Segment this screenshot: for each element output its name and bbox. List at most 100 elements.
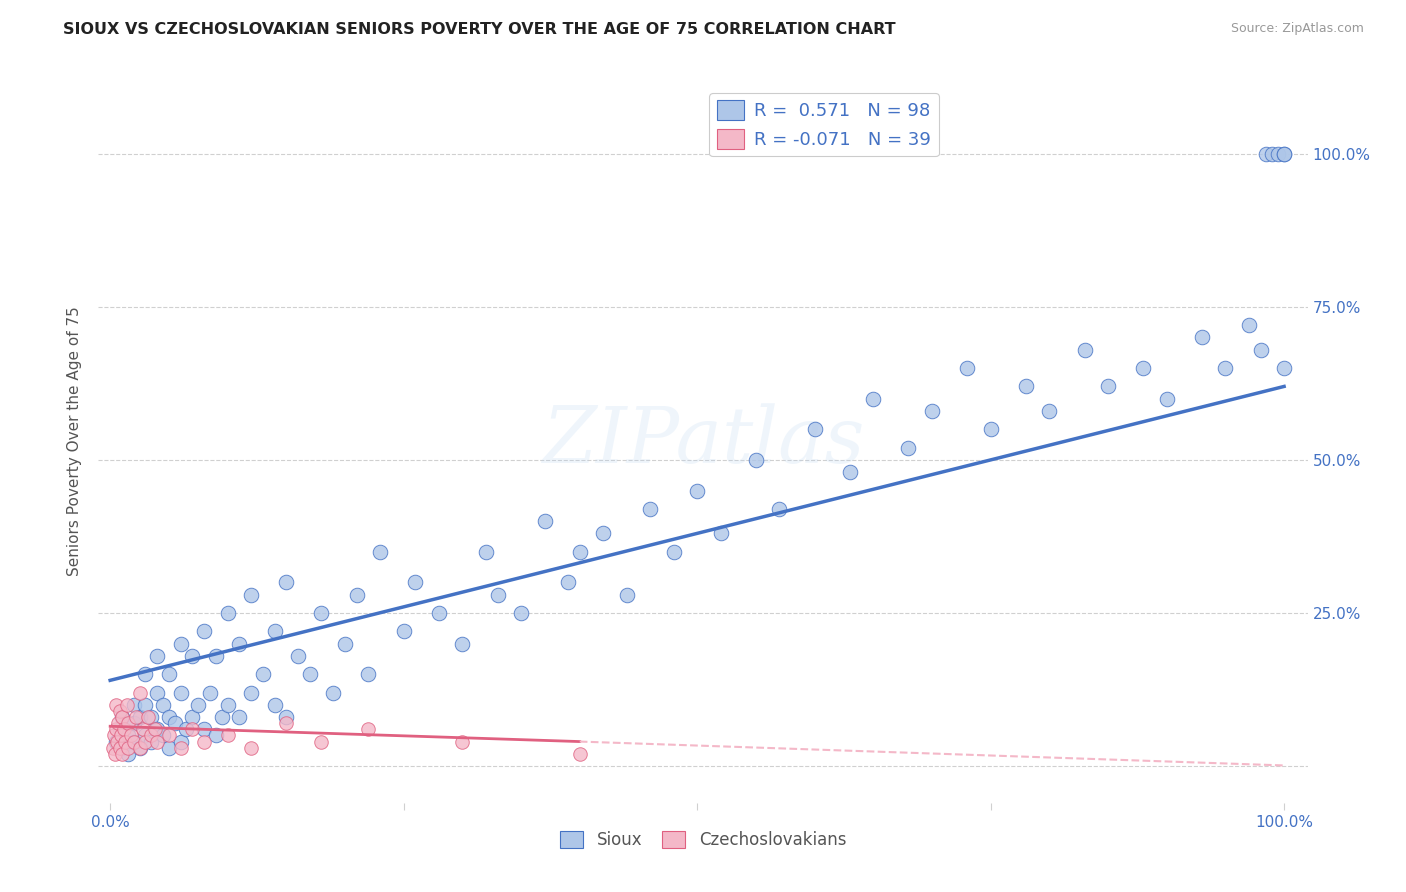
Point — [838, 465, 860, 479]
Point — [105, 698, 128, 712]
Point — [117, 716, 139, 731]
Point — [110, 728, 132, 742]
Point — [157, 710, 180, 724]
Point — [1272, 146, 1295, 161]
Point — [228, 637, 250, 651]
Point — [111, 747, 134, 761]
Point — [475, 545, 498, 559]
Point — [128, 740, 150, 755]
Point — [136, 710, 159, 724]
Point — [311, 606, 333, 620]
Point — [105, 734, 128, 748]
Point — [1132, 361, 1154, 376]
Point — [134, 667, 156, 681]
Point — [111, 710, 134, 724]
Point — [122, 734, 145, 748]
Point — [357, 667, 380, 681]
Point — [152, 728, 174, 742]
Point — [128, 685, 150, 699]
Point — [392, 624, 415, 639]
Point — [193, 624, 215, 639]
Point — [117, 728, 139, 742]
Point — [204, 648, 226, 663]
Point — [141, 728, 163, 742]
Point — [568, 545, 591, 559]
Point — [451, 734, 474, 748]
Point — [181, 648, 204, 663]
Point — [187, 698, 209, 712]
Point — [108, 740, 131, 755]
Point — [557, 575, 579, 590]
Point — [568, 747, 591, 761]
Point — [592, 526, 614, 541]
Point — [146, 734, 169, 748]
Point — [427, 606, 450, 620]
Point — [1073, 343, 1095, 357]
Point — [768, 502, 790, 516]
Point — [240, 740, 263, 755]
Point — [357, 723, 380, 737]
Point — [616, 588, 638, 602]
Point — [980, 422, 1002, 436]
Point — [346, 588, 368, 602]
Point — [105, 734, 128, 748]
Point — [1272, 361, 1295, 376]
Point — [956, 361, 979, 376]
Legend: Sioux, Czechoslovakians: Sioux, Czechoslovakians — [553, 824, 853, 856]
Point — [117, 740, 139, 755]
Point — [1250, 343, 1272, 357]
Point — [134, 728, 156, 742]
Point — [287, 648, 309, 663]
Point — [451, 637, 474, 651]
Point — [311, 734, 333, 748]
Point — [263, 698, 285, 712]
Text: Source: ZipAtlas.com: Source: ZipAtlas.com — [1230, 22, 1364, 36]
Point — [132, 723, 155, 737]
Point — [134, 698, 156, 712]
Point — [1237, 318, 1260, 333]
Point — [141, 734, 163, 748]
Point — [101, 740, 124, 755]
Point — [276, 710, 298, 724]
Point — [240, 685, 263, 699]
Point — [198, 685, 221, 699]
Point — [134, 734, 156, 748]
Point — [1215, 361, 1237, 376]
Point — [103, 728, 125, 742]
Point — [146, 648, 169, 663]
Point — [1097, 379, 1119, 393]
Point — [204, 728, 226, 742]
Point — [1267, 146, 1289, 161]
Point — [169, 637, 191, 651]
Point — [108, 723, 131, 737]
Point — [921, 404, 943, 418]
Point — [163, 716, 186, 731]
Point — [862, 392, 884, 406]
Point — [105, 723, 128, 737]
Point — [112, 723, 135, 737]
Point — [141, 710, 163, 724]
Point — [803, 422, 825, 436]
Point — [897, 441, 920, 455]
Point — [486, 588, 509, 602]
Point — [662, 545, 685, 559]
Point — [533, 514, 555, 528]
Point — [146, 685, 169, 699]
Point — [1272, 146, 1295, 161]
Point — [1156, 392, 1178, 406]
Point — [122, 734, 145, 748]
Point — [111, 710, 134, 724]
Point — [1015, 379, 1038, 393]
Point — [107, 716, 129, 731]
Point — [193, 734, 215, 748]
Point — [252, 667, 274, 681]
Point — [745, 453, 768, 467]
Point — [193, 723, 215, 737]
Y-axis label: Seniors Poverty Over the Age of 75: Seniors Poverty Over the Age of 75 — [67, 307, 83, 576]
Point — [510, 606, 533, 620]
Point — [181, 710, 204, 724]
Point — [104, 747, 127, 761]
Point — [404, 575, 426, 590]
Point — [181, 723, 204, 737]
Point — [117, 747, 139, 761]
